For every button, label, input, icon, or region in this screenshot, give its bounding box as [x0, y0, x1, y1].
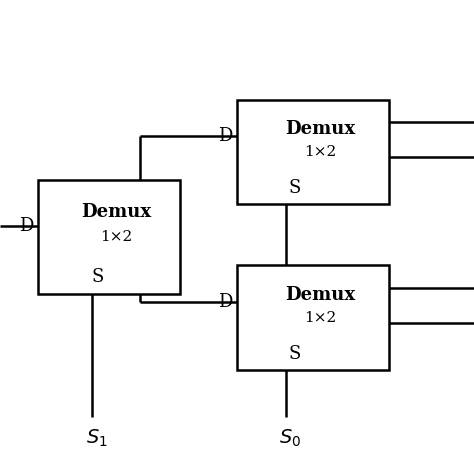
- Text: $S_1$: $S_1$: [86, 428, 108, 449]
- Text: D: D: [19, 217, 33, 235]
- Text: S: S: [289, 179, 301, 197]
- Bar: [237, 100, 389, 204]
- Text: 1×2: 1×2: [100, 230, 132, 244]
- Text: $S_0$: $S_0$: [279, 428, 301, 449]
- Text: Demux: Demux: [285, 286, 356, 304]
- Bar: [38, 180, 180, 294]
- Text: S: S: [289, 345, 301, 363]
- Text: 1×2: 1×2: [304, 145, 337, 159]
- Text: Demux: Demux: [81, 203, 151, 221]
- Text: 1×2: 1×2: [304, 310, 337, 325]
- Text: S: S: [91, 268, 104, 286]
- Bar: [237, 265, 389, 370]
- Text: D: D: [218, 293, 232, 311]
- Text: D: D: [218, 127, 232, 145]
- Text: Demux: Demux: [285, 120, 356, 138]
